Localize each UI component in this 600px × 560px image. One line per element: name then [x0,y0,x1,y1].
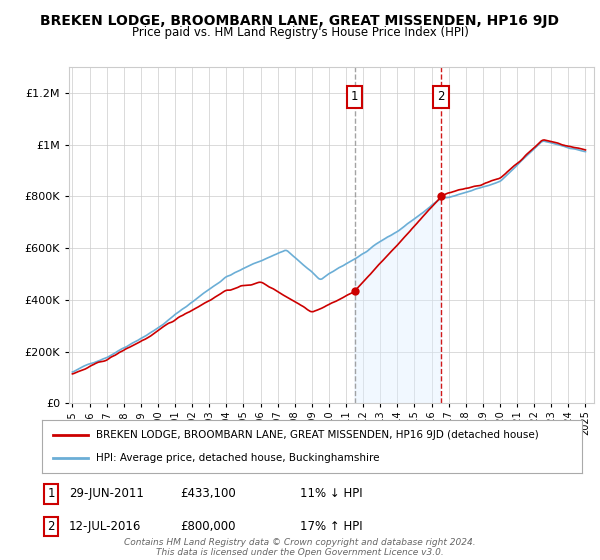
Text: £433,100: £433,100 [180,487,236,501]
Text: 11% ↓ HPI: 11% ↓ HPI [300,487,362,501]
Text: BREKEN LODGE, BROOMBARN LANE, GREAT MISSENDEN, HP16 9JD: BREKEN LODGE, BROOMBARN LANE, GREAT MISS… [41,14,560,28]
Text: 17% ↑ HPI: 17% ↑ HPI [300,520,362,533]
Text: 2: 2 [437,90,445,104]
Text: 2: 2 [47,520,55,533]
Text: Contains HM Land Registry data © Crown copyright and database right 2024.
This d: Contains HM Land Registry data © Crown c… [124,538,476,557]
Text: 1: 1 [351,90,358,104]
Text: 1: 1 [47,487,55,501]
Text: BREKEN LODGE, BROOMBARN LANE, GREAT MISSENDEN, HP16 9JD (detached house): BREKEN LODGE, BROOMBARN LANE, GREAT MISS… [96,430,539,440]
Text: £800,000: £800,000 [180,520,235,533]
Text: 29-JUN-2011: 29-JUN-2011 [69,487,144,501]
Text: Price paid vs. HM Land Registry's House Price Index (HPI): Price paid vs. HM Land Registry's House … [131,26,469,39]
Text: HPI: Average price, detached house, Buckinghamshire: HPI: Average price, detached house, Buck… [96,453,380,463]
Text: 12-JUL-2016: 12-JUL-2016 [69,520,142,533]
